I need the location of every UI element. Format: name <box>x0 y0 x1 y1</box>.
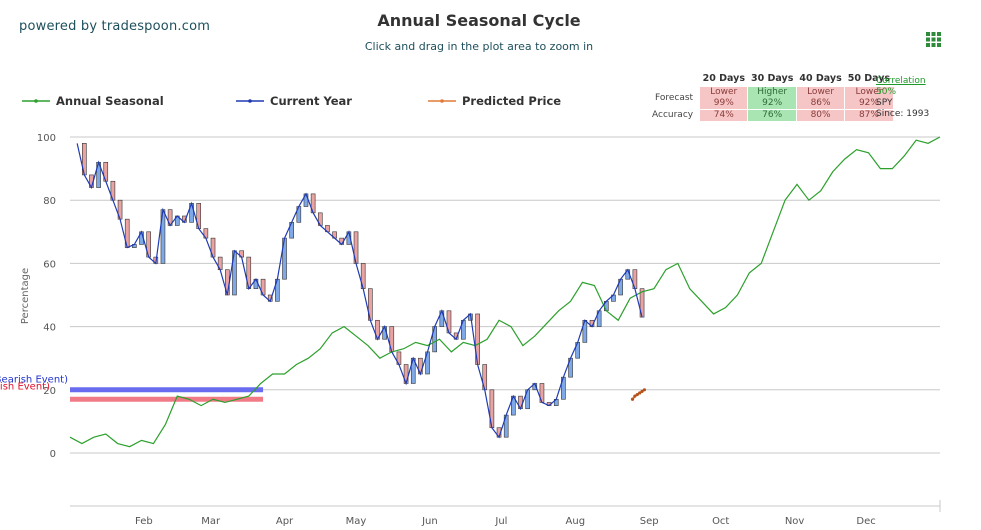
accuracy-cell-40: 80% <box>795 109 846 122</box>
forecast-cell-30: Higher 92% <box>747 86 797 110</box>
x-tick-label: May <box>346 516 367 527</box>
legend-line-icon <box>22 99 50 103</box>
legend-item-current-year[interactable]: Current Year <box>236 94 352 108</box>
x-tick-label: Feb <box>135 516 153 527</box>
legend-line-icon <box>428 99 456 103</box>
grid-lines <box>70 136 941 512</box>
bullish-event-label: BUY (Bullish Event) <box>0 382 50 393</box>
forecast-table: 20 Days 30 Days 40 Days 50 Days Forecast… <box>649 73 894 122</box>
predicted-point <box>640 389 644 393</box>
x-tick-label: Dec <box>856 516 875 527</box>
forecast-row-label: Forecast <box>655 92 694 103</box>
x-tick-label: Nov <box>785 516 805 527</box>
header-20-days: 20 Days <box>702 73 745 84</box>
chart-subtitle: Click and drag in the plot area to zoom … <box>364 40 594 53</box>
bearish-event-label: SELL (Bearish Event) <box>0 374 68 385</box>
predicted-point <box>638 391 642 395</box>
grid-menu-icon[interactable] <box>926 32 941 47</box>
accuracy-row-label: Accuracy <box>652 110 694 120</box>
forecast-cell-20: Lower 99% <box>699 86 749 110</box>
header-40-days: 40 Days <box>799 73 842 84</box>
x-tick-label: Mar <box>201 516 221 527</box>
predicted-point <box>630 397 635 401</box>
predicted-point <box>633 394 637 398</box>
legend-label: Current Year <box>270 94 352 108</box>
legend-item-annual-seasonal[interactable]: Annual Seasonal <box>22 94 164 108</box>
x-tick-label: Aug <box>566 516 586 527</box>
correlation-panel: Correlation 50% SPY Since: 1993 <box>876 76 929 120</box>
accuracy-cell-20: 74% <box>699 109 749 122</box>
y-tick-label: 80 <box>43 196 56 207</box>
y-tick-label: 0 <box>50 449 56 460</box>
forecast-cell-40: Lower 86% <box>795 86 846 110</box>
y-tick-label: 20 <box>43 386 56 397</box>
x-axis-ticks: Feb Mar Apr May Jun Jul Aug Sep Oct Nov Dec <box>135 516 876 527</box>
y-axis-ticks: 0 20 40 60 80 100 <box>37 133 56 460</box>
x-tick-label: Sep <box>640 516 659 527</box>
y-axis-label: Percentage <box>20 268 31 324</box>
correlation-link[interactable]: Correlation <box>876 76 926 86</box>
accuracy-cell-50: 87% <box>844 109 894 122</box>
predicted-point <box>642 388 647 392</box>
current-year-line <box>76 143 643 439</box>
x-tick-label: Jul <box>494 516 507 527</box>
y-tick-label: 40 <box>43 323 56 334</box>
legend-label: Predicted Price <box>462 94 562 108</box>
annual-seasonal-line <box>69 136 941 448</box>
series-group <box>69 136 941 448</box>
correlation-since: Since: 1993 <box>876 109 930 119</box>
accuracy-cell-30: 76% <box>747 109 797 122</box>
header-50-days: 50 Days <box>847 73 891 84</box>
powered-by-text: powered by tradespoon.com <box>19 19 211 34</box>
y-tick-label: 100 <box>37 133 56 144</box>
x-tick-label: Apr <box>276 516 294 527</box>
x-tick-label: Oct <box>712 516 729 527</box>
event-bands: SELL (Bearish Event)BUY (Bullish Event) <box>0 374 264 402</box>
chart-title: Annual Seasonal Cycle <box>377 11 581 30</box>
predicted-point <box>635 392 639 397</box>
x-tick-label: Jun <box>421 516 438 527</box>
legend-line-icon <box>236 99 264 103</box>
correlation-symbol: SPY <box>876 98 893 108</box>
correlation-value: 50% <box>876 87 897 97</box>
legend-label: Annual Seasonal <box>56 94 164 108</box>
header-30-days: 30 Days <box>750 73 794 84</box>
forecast-cell-50: Lower 92% <box>844 86 894 110</box>
legend-item-predicted-price[interactable]: Predicted Price <box>428 94 561 108</box>
y-tick-label: 60 <box>43 259 56 270</box>
